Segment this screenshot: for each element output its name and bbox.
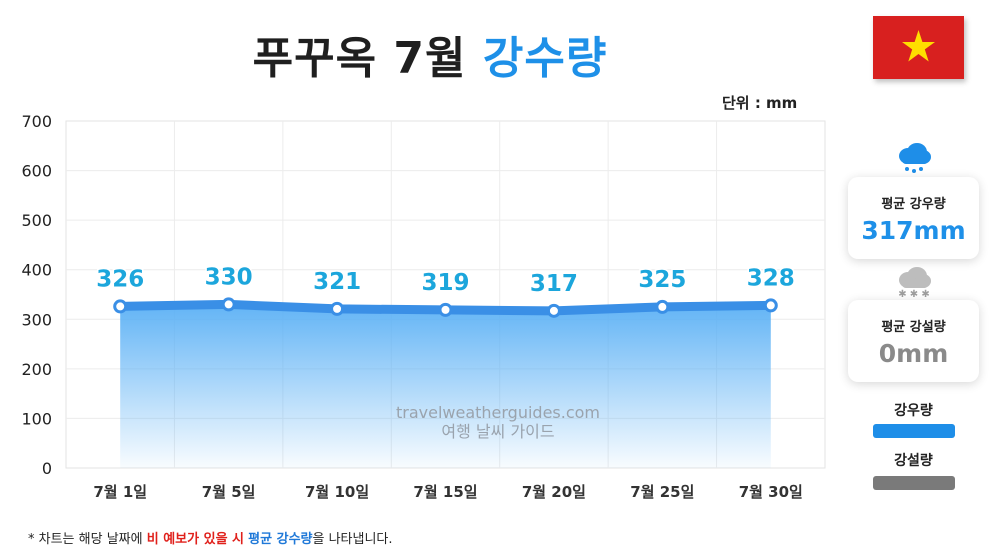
data-labels: 326 330 321 319 317 325 328 [95,263,797,298]
watermark-url: travelweatherguides.com [396,403,600,422]
title-main: 푸꾸옥 7월 [252,33,467,84]
unit-label: 단위 : mm [722,94,798,112]
avg-rainfall-label: 평균 강우량 [881,197,946,212]
y-tick-label: 400 [21,261,52,280]
footnote: * 차트는 해당 날짜에 비 예보가 있을 시 평균 강수량을 나타냅니다. [28,528,393,547]
data-label: 330 [205,264,253,290]
legend-snow-swatch [873,476,955,490]
x-tick-label: 7월 1일 [93,483,147,501]
legend-rain-label: 강우량 [894,403,933,419]
snow-cloud-icon: ✱ ✱ ✱ [898,267,931,298]
x-tick-label: 7월 25일 [630,483,694,501]
data-point [438,302,453,317]
footnote-red-text: 비 예보가 있을 시 [146,532,245,547]
footnote-blue-text: 평균 강수량 [248,532,313,547]
data-point [546,303,561,318]
data-points [113,297,778,318]
rain-cloud-icon [899,143,931,173]
vietnam-flag-icon [873,16,964,79]
data-label: 317 [530,271,578,297]
y-tick-label: 0 [42,459,52,478]
x-tick-label: 7월 30일 [739,483,803,501]
flag-star-icon [902,30,935,62]
y-tick-label: 300 [21,310,52,329]
data-point [113,299,128,314]
x-tick-label: 7월 10일 [305,483,369,501]
avg-snowfall-label: 평균 강설량 [881,320,946,335]
y-tick-label: 200 [21,360,52,379]
data-point [763,298,778,313]
data-point [655,299,670,314]
legend-snow-label: 강설량 [894,453,933,469]
rainfall-area [120,304,771,468]
avg-snowfall-value: 0mm [878,339,949,368]
y-axis-ticks: 0 100 200 300 400 500 600 700 [21,112,52,478]
watermark-korean: 여행 날씨 가이드 [441,422,554,441]
footnote-prefix: * 차트는 해당 날짜에 [28,532,147,547]
y-tick-label: 600 [21,162,52,181]
title-accent: 강수량 [482,33,608,84]
page-title: 푸꾸옥 7월 강수량 [0,22,860,86]
data-label: 326 [96,266,144,292]
legend-rain-swatch [873,424,955,438]
x-axis-ticks: 7월 1일 7월 5일 7월 10일 7월 15일 7월 20일 7월 25일 7월 30일 [93,483,802,501]
avg-rainfall-value: 317mm [861,216,966,245]
y-tick-label: 500 [21,211,52,230]
svg-text:✱ ✱ ✱: ✱ ✱ ✱ [898,289,930,298]
data-label: 319 [421,270,469,296]
data-label: 325 [638,267,686,293]
data-label: 328 [747,265,795,291]
data-label: 321 [313,269,361,295]
avg-snowfall-card: 평균 강설량 0mm [848,300,979,382]
data-point [330,301,345,316]
y-tick-label: 100 [21,409,52,428]
avg-rainfall-card: 평균 강우량 317mm [848,177,979,259]
footnote-suffix: 을 나타냅니다. [312,532,393,547]
x-tick-label: 7월 20일 [522,483,586,501]
x-tick-label: 7월 15일 [413,483,477,501]
x-tick-label: 7월 5일 [202,483,256,501]
data-point [221,297,236,312]
y-tick-label: 700 [21,112,52,131]
